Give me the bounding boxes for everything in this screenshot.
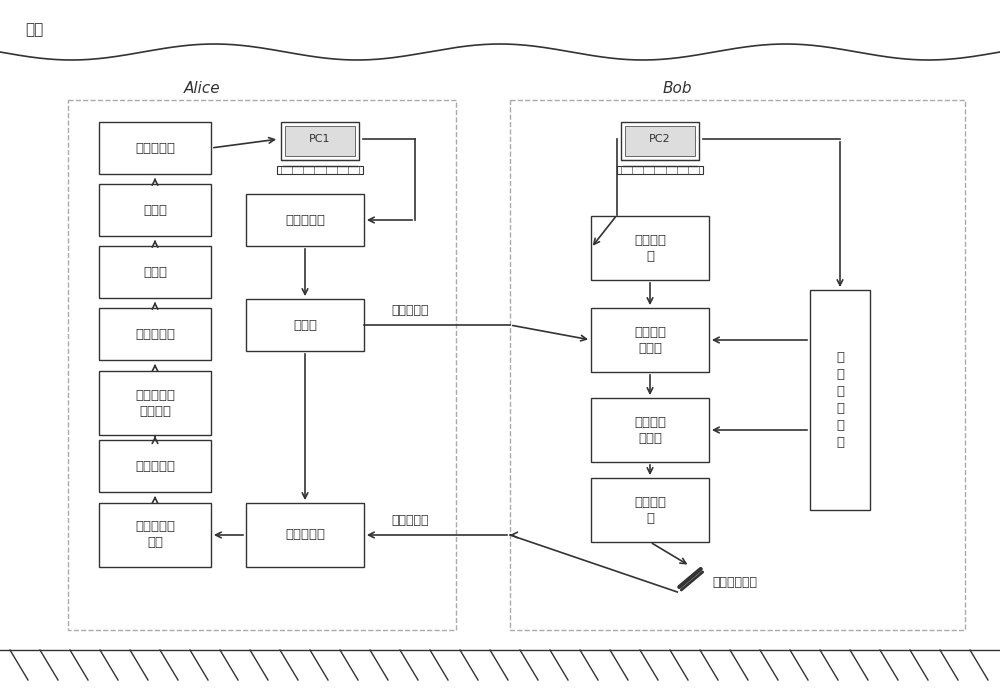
Bar: [625, 126, 695, 156]
Text: 反向水信道: 反向水信道: [391, 514, 429, 527]
Bar: [285, 126, 355, 156]
Text: 光学放大
器: 光学放大 器: [634, 496, 666, 525]
Text: 法拉第旋转镜: 法拉第旋转镜: [712, 577, 757, 589]
Bar: [246, 194, 364, 246]
Bar: [68, 100, 456, 630]
Bar: [99, 503, 211, 567]
Text: 电光相位
调制器: 电光相位 调制器: [634, 416, 666, 444]
Bar: [99, 184, 211, 236]
Bar: [591, 398, 709, 462]
Text: Alice: Alice: [184, 81, 220, 96]
Text: 电光强度
调制器: 电光强度 调制器: [634, 325, 666, 355]
Text: 自动增益控
制放大器: 自动增益控 制放大器: [135, 389, 175, 418]
Bar: [99, 308, 211, 360]
Bar: [277, 166, 363, 174]
Bar: [99, 371, 211, 435]
Bar: [99, 122, 211, 174]
Text: 跨阻放大器: 跨阻放大器: [135, 459, 175, 473]
Text: 低通滤波器: 低通滤波器: [135, 328, 175, 341]
Bar: [810, 290, 870, 510]
Text: 前向水信道: 前向水信道: [391, 304, 429, 317]
Text: 脉冲激光器: 脉冲激光器: [285, 214, 325, 226]
Bar: [246, 299, 364, 351]
Bar: [510, 100, 965, 630]
Bar: [591, 216, 709, 280]
Bar: [99, 246, 211, 298]
Bar: [246, 503, 364, 567]
Text: 数据分析仪: 数据分析仪: [135, 142, 175, 155]
Text: 偏振耦合器: 偏振耦合器: [285, 529, 325, 541]
Text: 分束器: 分束器: [293, 319, 317, 332]
Bar: [281, 122, 359, 160]
Text: Bob: Bob: [663, 81, 692, 96]
Text: 海面: 海面: [25, 22, 43, 37]
Bar: [591, 308, 709, 372]
Bar: [99, 440, 211, 492]
Text: 随
机
数
生
成
器: 随 机 数 生 成 器: [836, 351, 844, 449]
Text: 解调器: 解调器: [143, 266, 167, 278]
Bar: [621, 122, 699, 160]
Text: PC1: PC1: [309, 134, 331, 144]
Bar: [591, 478, 709, 542]
Text: 平衡零差探
测器: 平衡零差探 测器: [135, 520, 175, 550]
Text: PC2: PC2: [649, 134, 671, 144]
Text: 直流稳压
源: 直流稳压 源: [634, 233, 666, 262]
Text: 解码器: 解码器: [143, 203, 167, 217]
Bar: [617, 166, 703, 174]
